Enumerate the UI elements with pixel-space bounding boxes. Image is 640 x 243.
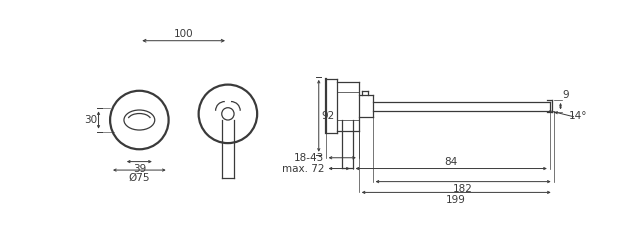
- Text: 39: 39: [132, 164, 146, 174]
- Text: 84: 84: [445, 157, 458, 167]
- Text: 30: 30: [84, 115, 97, 125]
- Text: 18-43: 18-43: [294, 153, 324, 163]
- Text: max. 72: max. 72: [282, 164, 324, 174]
- Text: 9: 9: [563, 90, 570, 100]
- Text: 100: 100: [174, 29, 193, 39]
- Text: 92: 92: [322, 111, 335, 121]
- Text: Ø75: Ø75: [129, 172, 150, 182]
- Text: 199: 199: [446, 195, 466, 205]
- Text: 14°: 14°: [570, 111, 588, 122]
- Text: 182: 182: [453, 184, 473, 194]
